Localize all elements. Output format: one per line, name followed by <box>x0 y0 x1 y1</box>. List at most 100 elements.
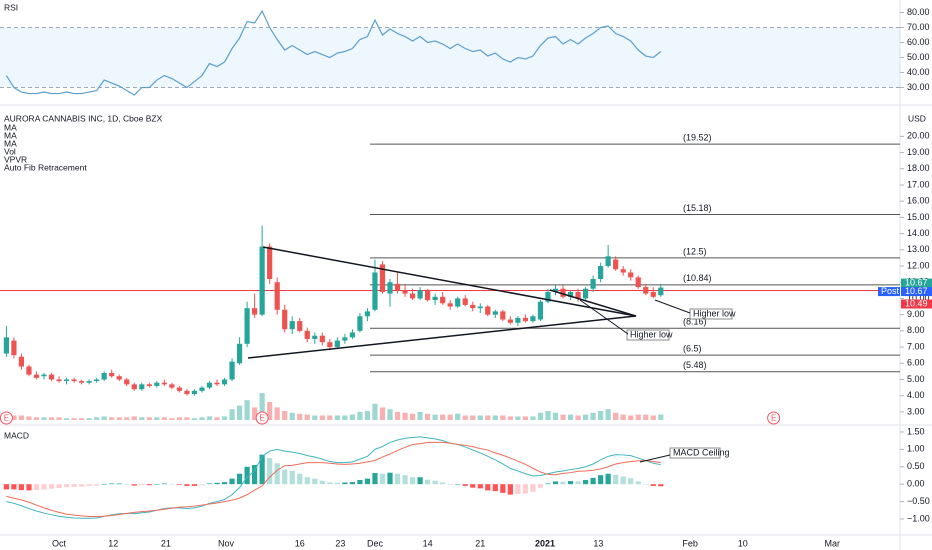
volume-bar <box>48 417 55 420</box>
candle-body <box>244 308 250 344</box>
x-tick-label: 2021 <box>535 538 555 548</box>
earnings-label: E <box>4 414 9 423</box>
macd-histogram-bar <box>643 484 649 485</box>
macd-histogram-bar <box>282 469 288 485</box>
candle-body <box>537 301 544 320</box>
candle-body <box>372 272 378 310</box>
candle-body <box>176 387 182 391</box>
candle-body <box>620 269 626 273</box>
y-tick-label: 6.00 <box>907 358 925 368</box>
macd-histogram-bar <box>18 484 25 491</box>
volume-bar <box>432 414 438 420</box>
y-tick-label: 0.50 <box>907 461 925 471</box>
candle-body <box>11 340 17 356</box>
candle-body <box>146 384 152 386</box>
candle-body <box>349 332 356 338</box>
candle-body <box>109 372 115 377</box>
macd-histogram-bar <box>94 484 100 486</box>
fib-label: (19.52) <box>683 133 712 143</box>
macd-histogram-bar <box>394 473 401 485</box>
volume-bar <box>635 414 641 420</box>
volume-bar <box>455 413 461 420</box>
volume-bar <box>146 417 152 420</box>
macd-histogram-bar <box>289 470 295 485</box>
volume-bar <box>364 411 371 420</box>
candle-body <box>613 259 619 270</box>
y-tick-label: −1.00 <box>907 513 930 523</box>
macd-histogram-bar <box>327 482 333 485</box>
symbol-title: AURORA CANNABIS INC, 1D, Cboe BZX <box>4 113 163 123</box>
x-tick-label: 12 <box>108 538 118 548</box>
volume-bar <box>304 414 310 420</box>
macd-histogram-bar <box>552 481 559 485</box>
candle-body <box>94 379 100 382</box>
candle-body <box>154 382 160 386</box>
macd-histogram-bar <box>274 463 280 485</box>
macd-histogram-bar <box>455 484 461 485</box>
candle-body <box>312 335 318 339</box>
annotation-box <box>626 329 670 341</box>
macd-histogram-bar <box>598 475 604 485</box>
volume-bar <box>229 409 235 420</box>
macd-histogram-bar <box>221 482 228 485</box>
macd-histogram-bar <box>71 484 77 487</box>
candle-body <box>169 384 175 388</box>
candle-body <box>184 390 190 395</box>
macd-histogram-bar <box>63 484 70 488</box>
volume-bar <box>56 417 62 420</box>
y-tick-label: 40.00 <box>907 67 930 77</box>
candle-body <box>515 317 521 323</box>
volume-bar <box>33 417 40 420</box>
x-tick-label: 10 <box>738 538 748 548</box>
macd-histogram-bar <box>154 484 160 485</box>
volume-bar <box>319 415 325 420</box>
volume-bar <box>221 416 228 420</box>
candle-body <box>3 337 9 354</box>
candle-body <box>432 296 438 301</box>
volume-bar <box>124 417 130 420</box>
volume-bar <box>274 407 280 420</box>
y-tick-label: 17.00 <box>907 179 930 189</box>
macd-histogram-bar <box>658 484 664 487</box>
x-tick-label: 21 <box>475 538 485 548</box>
macd-line <box>6 436 661 519</box>
volume-bar <box>613 412 619 420</box>
macd-histogram-bar <box>297 473 303 485</box>
candle-body <box>101 372 107 380</box>
y-tick-label: 70.00 <box>907 22 930 32</box>
volume-bar <box>312 415 318 420</box>
volume-bar <box>154 417 160 420</box>
volume-bar <box>11 415 17 420</box>
fib-label: (15.18) <box>683 203 712 213</box>
macd-histogram-bar <box>364 478 371 485</box>
volume-bar <box>567 414 574 420</box>
volume-bar <box>214 417 220 420</box>
x-tick-label: 23 <box>335 538 345 548</box>
fib-label: (6.5) <box>683 344 702 354</box>
macd-title: MACD <box>4 430 29 440</box>
volume-bar <box>470 415 476 420</box>
candle-body <box>267 246 273 279</box>
macd-histogram-bar <box>342 482 348 485</box>
macd-histogram-bar <box>259 454 265 485</box>
candle-body <box>545 291 551 302</box>
volume-bar <box>492 415 498 420</box>
volume-bar <box>342 415 348 420</box>
macd-histogram-bar <box>169 483 175 485</box>
macd-histogram-bar <box>11 484 17 490</box>
candle-body <box>304 330 310 339</box>
candle-body <box>552 288 559 292</box>
volume-bar <box>184 417 190 420</box>
y-tick-label: 5.00 <box>907 374 925 384</box>
volume-bar <box>282 411 288 420</box>
y-tick-label: 12.00 <box>907 260 930 270</box>
y-tick-label: −0.50 <box>907 496 930 506</box>
macd-histogram-bar <box>176 484 182 485</box>
volume-bar <box>394 411 401 420</box>
candle-body <box>48 374 55 380</box>
macd-histogram-bar <box>109 483 115 485</box>
volume-bar <box>259 393 265 420</box>
volume-bar <box>598 411 604 420</box>
macd-histogram-bar <box>146 484 152 486</box>
candle-body <box>327 342 333 348</box>
